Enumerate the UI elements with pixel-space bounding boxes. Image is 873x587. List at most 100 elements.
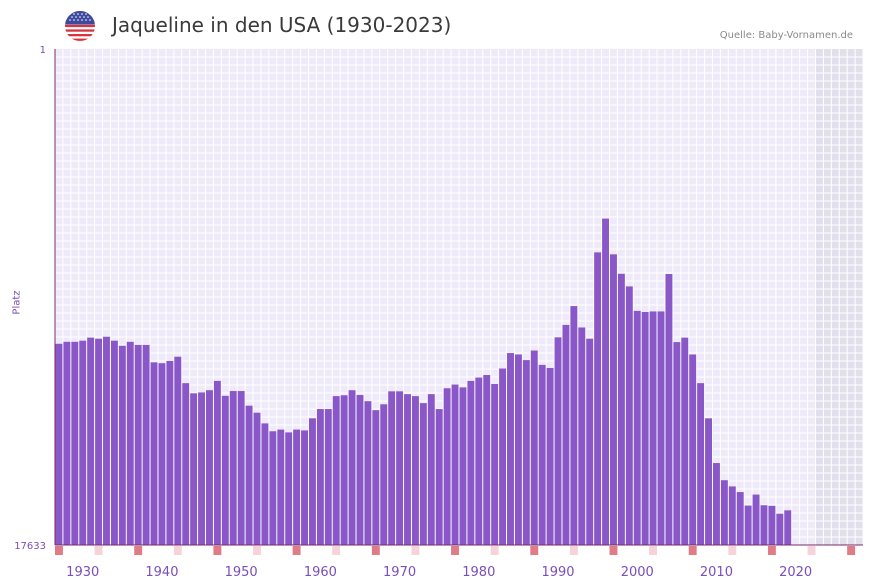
bar-2001 <box>641 311 649 545</box>
bar-1949 <box>229 391 237 545</box>
bar-1938 <box>142 344 150 545</box>
bar-2008 <box>697 383 705 545</box>
bar-1929 <box>71 341 79 545</box>
decade-marker <box>451 546 459 555</box>
bar-1998 <box>617 273 625 545</box>
bar-1988 <box>538 364 546 545</box>
bar-2006 <box>681 337 689 545</box>
bar-1999 <box>625 286 633 545</box>
bar-1945 <box>198 392 206 545</box>
bar-1990 <box>554 337 562 545</box>
x-tick-label-2020: 2020 <box>779 565 812 580</box>
bar-2007 <box>689 354 697 545</box>
bar-1972 <box>411 396 419 545</box>
bar-1952 <box>253 412 261 545</box>
bar-1944 <box>190 393 198 545</box>
bar-2012 <box>728 486 736 545</box>
y-tick-label-top: 1 <box>40 45 46 56</box>
bar-1960 <box>316 409 324 545</box>
decade-marker <box>134 546 143 555</box>
bar-2000 <box>633 310 641 545</box>
bar-1961 <box>324 409 332 545</box>
bar-1981 <box>483 375 491 545</box>
decade-marker <box>767 546 776 555</box>
decade-marker-light <box>94 546 103 555</box>
x-tick-label-2010: 2010 <box>700 565 733 580</box>
bar-1931 <box>87 337 95 545</box>
decade-marker <box>530 546 539 555</box>
decade-marker <box>55 546 63 555</box>
bar-1955 <box>277 429 285 545</box>
bar-2005 <box>673 342 681 545</box>
bar-1967 <box>372 410 380 545</box>
bar-2010 <box>712 463 720 545</box>
bar-1986 <box>522 360 530 545</box>
bar-2018 <box>776 513 784 545</box>
bar-1943 <box>182 383 190 545</box>
decade-marker-light <box>807 546 816 555</box>
source-label: Quelle: Baby-Vornamen.de <box>719 30 853 41</box>
bar-1954 <box>269 431 277 545</box>
bar-1959 <box>308 418 316 545</box>
decade-marker-light <box>490 546 499 555</box>
bar-1940 <box>158 363 166 545</box>
bar-1970 <box>396 391 404 545</box>
x-tick-label-1950: 1950 <box>225 565 258 580</box>
bar-1963 <box>340 395 348 545</box>
bar-1935 <box>118 345 126 545</box>
bar-1973 <box>419 403 427 545</box>
bar-1993 <box>578 327 586 545</box>
bar-1942 <box>174 356 182 545</box>
bar-2013 <box>736 492 744 545</box>
bar-1969 <box>388 391 396 545</box>
bar-1965 <box>356 394 364 545</box>
bar-1946 <box>206 390 213 545</box>
decade-marker <box>213 546 222 555</box>
x-tick-label-1990: 1990 <box>541 565 574 580</box>
bar-1934 <box>110 340 118 545</box>
bar-2019 <box>784 510 792 545</box>
bar-1948 <box>221 395 229 545</box>
bar-1956 <box>285 432 293 545</box>
x-tick-label-1960: 1960 <box>304 565 337 580</box>
bar-1939 <box>150 362 158 545</box>
bar-1994 <box>586 338 594 545</box>
bar-1983 <box>499 368 507 545</box>
x-tick-label-1970: 1970 <box>383 565 416 580</box>
chart-title: Jaqueline in den USA (1930-2023) <box>112 13 452 37</box>
usa-flag-icon <box>64 10 96 46</box>
bar-1933 <box>103 336 110 545</box>
bar-1964 <box>348 390 356 545</box>
decade-marker-light <box>411 546 420 555</box>
bar-2009 <box>705 418 712 545</box>
bar-1950 <box>237 391 245 545</box>
bar-1951 <box>245 405 253 545</box>
bar-1947 <box>213 380 221 545</box>
bar-1992 <box>570 306 578 545</box>
bar-1968 <box>380 404 388 545</box>
bar-1982 <box>491 384 499 545</box>
decade-marker <box>688 546 697 555</box>
decade-marker-light <box>332 546 341 555</box>
bar-1971 <box>404 394 411 545</box>
decade-marker-light <box>173 546 182 555</box>
bar-2017 <box>768 505 776 545</box>
bar-1985 <box>514 354 522 545</box>
bar-1987 <box>530 350 538 545</box>
bar-1953 <box>261 423 269 545</box>
bar-2014 <box>744 505 752 545</box>
bar-1980 <box>475 377 483 545</box>
decade-marker <box>371 546 380 555</box>
bar-1976 <box>443 388 451 545</box>
decade-marker-light <box>649 546 658 555</box>
bar-2016 <box>760 505 768 545</box>
bar-1927 <box>55 343 63 545</box>
bar-1928 <box>63 341 71 545</box>
bar-1984 <box>507 353 514 545</box>
bar-1989 <box>546 367 554 545</box>
bar-1977 <box>451 384 459 545</box>
x-tick-label-2000: 2000 <box>621 565 654 580</box>
bar-1958 <box>301 430 308 545</box>
decade-marker <box>609 546 618 555</box>
